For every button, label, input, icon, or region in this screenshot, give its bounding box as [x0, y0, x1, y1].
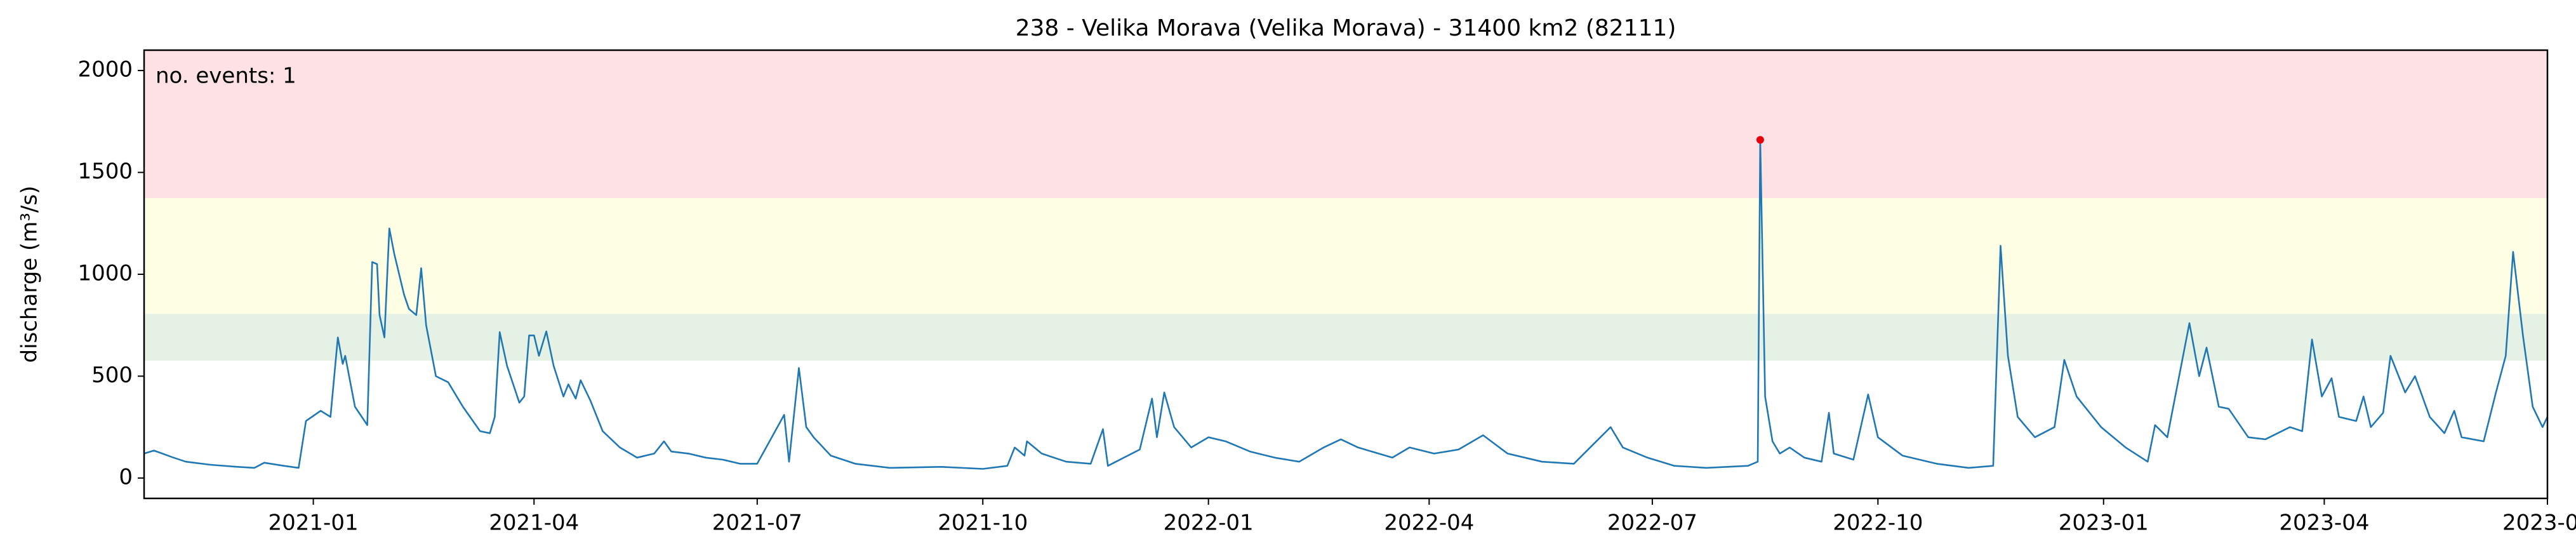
y-axis-label: discharge (m³/s): [17, 186, 43, 363]
x-tick-label: 2021-07: [712, 510, 802, 536]
x-tick-label: 2023-04: [2279, 510, 2369, 536]
x-tick-label: 2021-04: [489, 510, 579, 536]
chart-title: 238 - Velika Morava (Velika Morava) - 31…: [1016, 15, 1676, 41]
event-marker: [1756, 136, 1764, 144]
y-tick-label: 500: [91, 363, 133, 388]
y-tick-label: 1500: [77, 159, 133, 184]
discharge-line: [143, 138, 2549, 470]
threshold-band: [144, 197, 2547, 314]
x-tick-label: 2021-10: [938, 510, 1028, 536]
x-tick-label: 2022-07: [1607, 510, 1697, 536]
x-tick-label: 2022-01: [1164, 510, 1254, 536]
y-tick-label: 2000: [77, 57, 133, 83]
threshold-band: [144, 50, 2547, 198]
x-tick-label: 2023-07: [2502, 510, 2576, 536]
y-tick-label: 0: [119, 464, 133, 490]
x-tick-label: 2021-01: [269, 510, 359, 536]
event-count: no. events: 1: [156, 63, 296, 89]
x-tick-label: 2022-10: [1833, 510, 1923, 536]
x-tick-label: 2023-01: [2059, 510, 2149, 536]
x-tick-label: 2022-04: [1384, 510, 1474, 536]
y-tick-label: 1000: [77, 261, 133, 286]
plot-frame: [143, 49, 2549, 500]
